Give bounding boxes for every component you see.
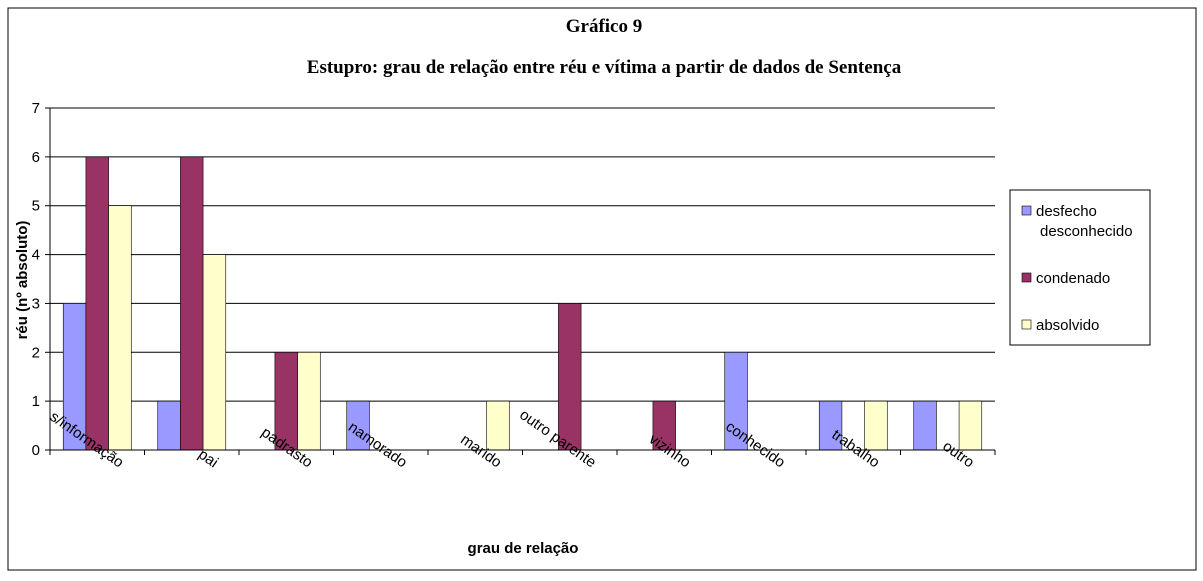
y-tick-label: 1 [32,393,40,410]
y-axis-label: réu (nº absoluto) [14,221,31,340]
bar [864,400,888,451]
bar [486,400,510,451]
legend-label: condenado [1036,270,1110,287]
y-tick-label: 7 [32,100,40,117]
bar [85,156,109,451]
bar [108,205,132,451]
legend-swatch [1021,205,1032,216]
y-tick-label: 0 [32,442,40,459]
y-tick-label: 4 [32,247,40,264]
legend-label: absolvido [1036,317,1099,334]
bar [157,400,181,451]
legend-box [1009,189,1151,346]
y-tick-label: 3 [32,295,40,312]
chart-title: Gráfico 9 [566,16,643,37]
bar [202,254,227,451]
bar [958,400,983,451]
bar [297,351,321,451]
bar [558,303,582,451]
bar [180,156,204,451]
y-tick-label: 5 [32,198,40,215]
y-tick-label: 6 [32,149,40,166]
chart-subtitle: Estupro: grau de relação entre réu e vít… [307,57,902,78]
y-tick-label: 2 [32,344,40,361]
bar [913,400,937,451]
legend-swatch [1021,272,1032,283]
legend-label: desfecho desconhecido [1036,203,1133,240]
legend-swatch [1021,319,1032,330]
x-axis-label: grau de relação [468,540,579,557]
